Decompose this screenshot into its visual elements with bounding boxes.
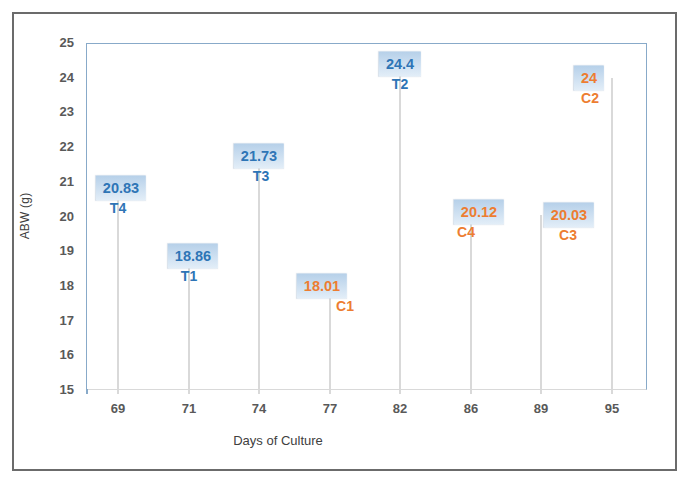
y-axis-tick-label: 18: [38, 278, 74, 294]
y-axis-tick-label: 15: [38, 382, 74, 398]
y-axis-tick-label: 23: [38, 104, 74, 120]
data-point-series-label: C1: [336, 298, 354, 314]
x-axis-tick-label: 86: [449, 401, 493, 416]
data-point-series-label: T3: [253, 168, 269, 184]
y-axis-tick-label: 19: [38, 243, 74, 259]
y-axis-tick-label: 22: [38, 139, 74, 155]
x-axis-tick-label: 77: [308, 401, 352, 416]
data-point-series-label: T4: [110, 200, 126, 216]
data-point-series-label: C4: [457, 224, 475, 240]
y-axis-tick-label: 20: [38, 209, 74, 225]
x-axis-tick-label: 89: [519, 401, 563, 416]
x-axis-tick-label: 74: [237, 401, 281, 416]
chart-figure: ABW (g) Days of Culture 25 24 23 22 21 20 19 18…: [0, 0, 692, 480]
data-point-value-label: 18.86: [168, 244, 218, 269]
y-axis-tick-label: 16: [38, 347, 74, 363]
y-axis-tick-label: 17: [38, 313, 74, 329]
data-point-value-label: 20.12: [454, 200, 504, 225]
y-axis-tick-label: 25: [38, 35, 74, 51]
y-axis-tick-label: 21: [38, 174, 74, 190]
x-axis-tick-label: 82: [378, 401, 422, 416]
x-axis-tick-label: 95: [590, 401, 634, 416]
data-point-value-label: 20.83: [96, 175, 146, 200]
data-point-drop-line: [611, 78, 613, 394]
y-axis-title: ABW (g): [18, 193, 32, 240]
data-point-value-label: 18.01: [297, 273, 347, 298]
x-axis-tick-label: 71: [167, 401, 211, 416]
y-axis-tick-mark: [86, 389, 88, 394]
data-point-value-label: 24: [574, 65, 604, 90]
data-point-drop-line: [540, 215, 542, 394]
data-point-drop-line: [117, 188, 119, 394]
data-point-drop-line: [258, 156, 260, 394]
data-point-series-label: T1: [181, 268, 197, 284]
data-point-drop-line: [399, 64, 401, 394]
data-point-series-label: C2: [581, 90, 599, 106]
x-axis-tick-label: 69: [96, 401, 140, 416]
y-axis-tick-label: 24: [38, 70, 74, 86]
data-point-drop-line: [329, 286, 331, 394]
data-point-series-label: C3: [559, 227, 577, 243]
data-point-value-label: 21.73: [234, 144, 284, 169]
data-point-value-label: 20.03: [544, 203, 594, 228]
x-axis-title: Days of Culture: [233, 433, 323, 448]
data-point-series-label: T2: [392, 76, 408, 92]
data-point-value-label: 24.4: [379, 51, 421, 76]
